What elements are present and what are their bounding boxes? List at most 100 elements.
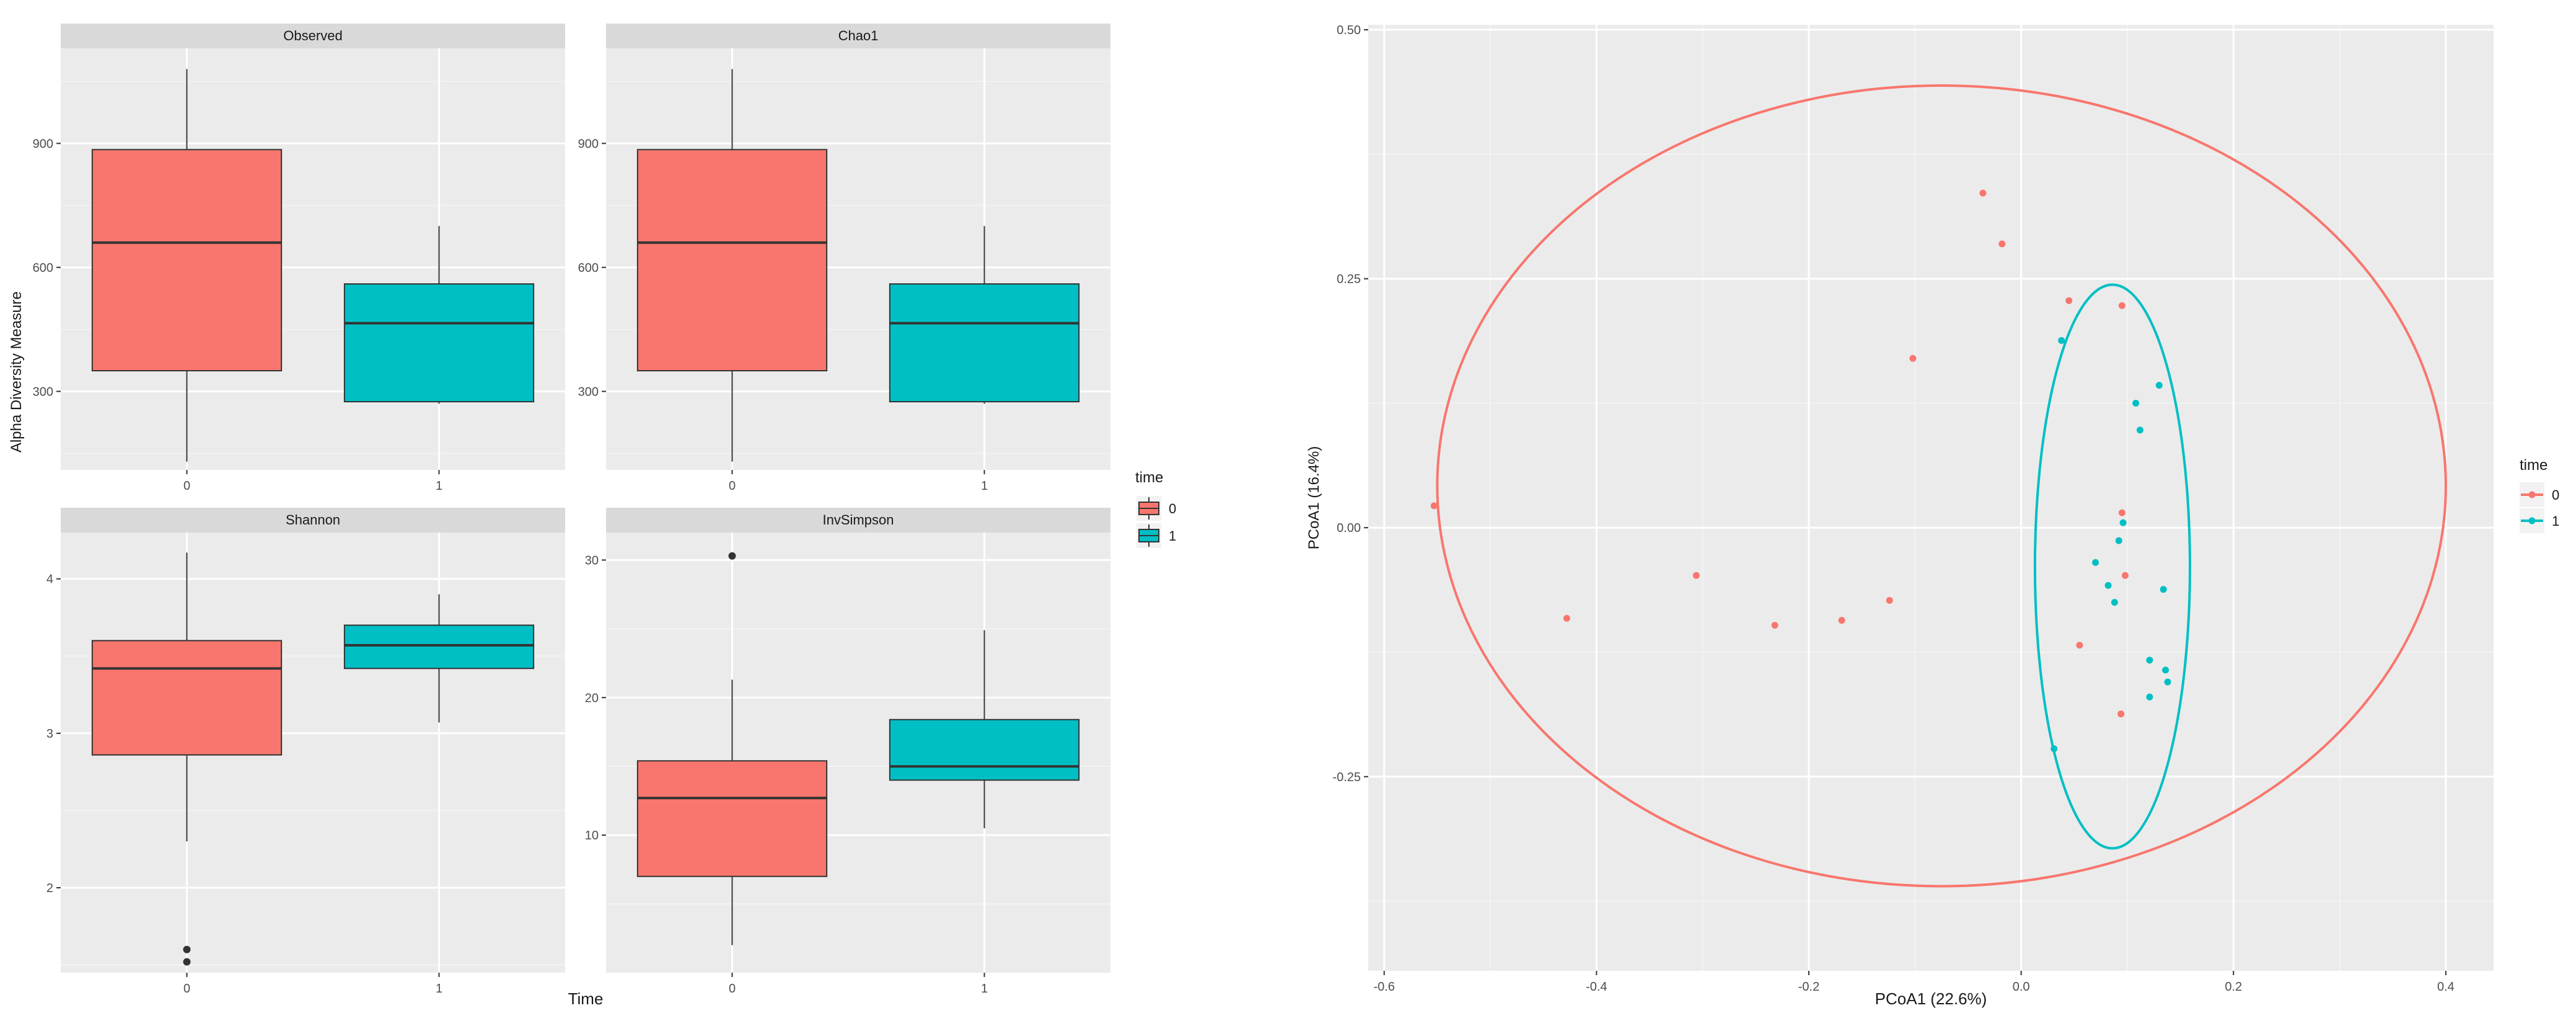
- outlier-point: [728, 552, 736, 560]
- x-tick-label: -0.6: [1373, 980, 1394, 994]
- facet-strip: [606, 508, 1110, 533]
- legend-title: time: [2520, 457, 2547, 474]
- point-group-0: [1998, 240, 2006, 247]
- point-group-0: [1909, 355, 1917, 362]
- legend-label: 0: [1169, 501, 1176, 516]
- point-group-0: [2122, 572, 2129, 579]
- point-group-0: [1563, 614, 1570, 622]
- point-group-0: [1886, 596, 1893, 604]
- point-group-1: [2160, 586, 2167, 593]
- point-group-0: [1771, 622, 1778, 629]
- pcoa-chart: -0.6 -0.4 -0.2 0.0 0.2 0.4 -0.25 0.00 0.25 0.50 PC…: [1306, 24, 2559, 1008]
- facet-strip: [61, 508, 565, 533]
- point-group-1: [2051, 745, 2058, 753]
- confidence-ellipse-group-1: [2033, 283, 2192, 850]
- x-tick-label: 0: [183, 479, 190, 493]
- box-group-0: [636, 149, 828, 371]
- y-axis-title: PCoA1 (16.4%): [1306, 446, 1322, 550]
- y-axis-title: Alpha Diversity Measure: [8, 291, 25, 453]
- point-group-1: [2104, 582, 2112, 589]
- point-group-1: [2119, 519, 2127, 526]
- x-tick-label: 1: [981, 479, 988, 493]
- facet-panel-invsimpson: InvSimpson 10 20 30 0 1: [585, 508, 1110, 996]
- legend-label: 1: [2552, 513, 2559, 529]
- y-tick-label: 0.00: [1337, 521, 1361, 535]
- facet-title: Chao1: [838, 28, 879, 43]
- facet-panel-chao1: Chao1 300 600 900 0 1: [578, 24, 1110, 493]
- y-tick-label: 300: [33, 385, 53, 399]
- outlier-point: [183, 958, 191, 966]
- x-tick-label: 0.4: [2437, 980, 2455, 994]
- box-group-0: [636, 760, 828, 877]
- x-axis-title: Time: [568, 989, 604, 1008]
- point-group-0: [2076, 642, 2083, 649]
- point-group-0: [1430, 502, 1438, 510]
- point-group-1: [2132, 399, 2140, 407]
- y-tick-label: 0.25: [1337, 273, 1361, 286]
- facet-title: Observed: [283, 28, 342, 43]
- y-tick-label: 10: [585, 829, 599, 842]
- legend-label: 1: [1169, 528, 1176, 544]
- x-tick-label: -0.2: [1798, 980, 1819, 994]
- point-group-0: [1838, 617, 1845, 624]
- y-tick-label: 600: [578, 261, 599, 275]
- y-tick-label: 4: [46, 573, 53, 586]
- point-group-1: [2164, 678, 2171, 686]
- box-group-1: [889, 719, 1080, 781]
- point-group-1: [2092, 559, 2099, 566]
- y-tick-label: -0.25: [1332, 771, 1361, 784]
- point-group-1: [2115, 537, 2122, 544]
- legend-label: 0: [2552, 487, 2559, 503]
- box-group-1: [343, 624, 535, 670]
- x-tick-label: 0.2: [2225, 980, 2242, 994]
- point-group-1: [2155, 381, 2163, 389]
- y-tick-label: 300: [578, 385, 599, 399]
- point-group-1: [2111, 599, 2118, 606]
- x-tick-label: 1: [436, 982, 442, 996]
- x-tick-label: -0.4: [1586, 980, 1607, 994]
- point-group-1: [2146, 693, 2153, 701]
- legend-title: time: [1135, 469, 1163, 486]
- legend-key-point: [2528, 491, 2536, 498]
- legend-key-point: [2528, 517, 2536, 524]
- point-group-1: [2058, 337, 2065, 344]
- y-tick-label: 900: [33, 137, 53, 151]
- point-group-1: [2162, 666, 2169, 674]
- box-group-0: [91, 640, 283, 756]
- x-axis-title: PCoA1 (22.6%): [1875, 989, 1987, 1008]
- confidence-ellipse-group-0: [1436, 84, 2447, 888]
- y-tick-label: 0.50: [1337, 24, 1361, 37]
- point-group-1: [2137, 427, 2144, 434]
- point-group-0: [1979, 189, 1987, 197]
- plot-panel: [1368, 25, 2494, 971]
- x-tick-label: 1: [436, 479, 442, 493]
- y-tick-label: 600: [33, 261, 53, 275]
- point-group-1: [2146, 657, 2153, 664]
- facet-strip: [61, 24, 565, 48]
- box-group-1: [343, 283, 535, 402]
- point-group-0: [2065, 297, 2073, 304]
- x-tick-label: 0: [729, 479, 736, 493]
- point-group-0: [2118, 509, 2125, 516]
- box-group-1: [889, 283, 1080, 402]
- y-tick-label: 900: [578, 137, 599, 151]
- facet-title: Shannon: [286, 512, 340, 528]
- point-group-0: [1692, 572, 1700, 579]
- outlier-point: [183, 945, 191, 953]
- x-tick-label: 0: [183, 982, 190, 996]
- point-group-0: [2117, 710, 2125, 718]
- legend: time 0 1: [1135, 469, 1176, 548]
- y-tick-label: 20: [585, 691, 599, 705]
- facet-panel-observed: Observed 300 600 900 0 1: [33, 24, 565, 493]
- facet-strip: [606, 24, 1110, 48]
- y-tick-label: 3: [46, 727, 53, 741]
- y-tick-label: 2: [46, 882, 53, 895]
- facet-panel-shannon: Shannon 2 3 4 0 1: [46, 508, 565, 996]
- point-group-0: [2118, 302, 2125, 309]
- facet-title: InvSimpson: [823, 512, 894, 528]
- x-tick-label: 0.0: [2013, 980, 2030, 994]
- box-group-0: [91, 149, 283, 371]
- x-tick-label: 1: [981, 982, 988, 996]
